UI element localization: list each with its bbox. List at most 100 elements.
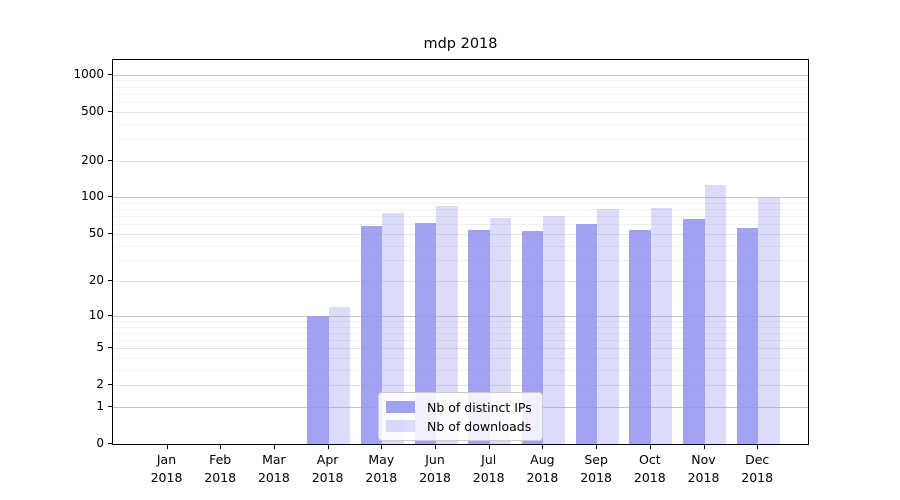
y-tick-mark — [108, 110, 112, 112]
minor-gridline — [113, 216, 808, 218]
minor-gridline — [113, 202, 808, 204]
bar-distinct-ips — [629, 229, 651, 444]
minor-gridline — [113, 123, 808, 125]
plot-area — [112, 59, 809, 445]
minor-gridline — [113, 357, 808, 359]
mid-gridline — [113, 160, 808, 162]
bar-downloads — [382, 212, 404, 444]
y-tick-label: 500 — [81, 103, 104, 118]
minor-gridline — [113, 369, 808, 371]
legend: Nb of distinct IPs Nb of downloads — [378, 392, 543, 441]
legend-item: Nb of downloads — [386, 418, 532, 434]
minor-gridline — [113, 102, 808, 103]
bar-downloads — [650, 207, 673, 444]
mid-gridline — [113, 233, 808, 235]
x-tick-mark — [542, 445, 544, 449]
x-tick-mark — [703, 445, 705, 449]
chart-title: mdp 2018 — [423, 36, 498, 52]
y-tick-mark — [108, 314, 112, 316]
x-tick-label: Mar 2018 — [257, 452, 290, 485]
y-tick-label: 1000 — [73, 66, 104, 81]
bar-distinct-ips — [736, 227, 759, 444]
x-tick-label: Jun 2018 — [419, 452, 451, 485]
minor-gridline — [113, 332, 808, 334]
y-tick-mark — [108, 159, 112, 161]
minor-gridline — [113, 245, 808, 247]
minor-gridline — [113, 224, 808, 226]
minor-gridline — [113, 93, 808, 95]
y-tick-mark — [108, 443, 112, 444]
y-tick-label: 0 — [96, 436, 104, 450]
minor-gridline — [113, 138, 808, 140]
legend-item: Nb of distinct IPs — [386, 399, 532, 415]
y-tick-mark — [108, 405, 112, 407]
minor-gridline — [113, 260, 808, 262]
bar-distinct-ips — [683, 218, 705, 444]
y-tick-label: 2 — [96, 377, 104, 392]
y-tick-mark — [108, 384, 112, 386]
y-tick-label: 1 — [96, 398, 104, 413]
bar-downloads — [597, 208, 619, 444]
bar-distinct-ips — [307, 315, 329, 444]
y-tick-label: 10 — [88, 307, 104, 322]
x-tick-label: Dec 2018 — [741, 452, 774, 485]
minor-gridline — [113, 320, 808, 322]
x-tick-label: Sep 2018 — [580, 452, 612, 485]
bar-distinct-ips — [575, 224, 598, 444]
legend-swatch-downloads — [386, 420, 415, 432]
y-tick-mark — [108, 347, 112, 349]
minor-gridline — [113, 80, 808, 82]
x-tick-label: Oct 2018 — [633, 452, 666, 485]
legend-label: Nb of downloads — [427, 418, 532, 434]
x-tick-mark — [381, 445, 383, 449]
major-gridline — [113, 197, 808, 199]
minor-gridline — [113, 339, 808, 341]
major-gridline — [113, 74, 808, 76]
x-tick-mark — [757, 445, 759, 449]
bar-downloads — [704, 184, 726, 444]
x-tick-mark — [273, 445, 275, 449]
y-tick-label: 20 — [88, 273, 104, 288]
x-tick-label: Jul 2018 — [472, 452, 505, 485]
mid-gridline — [113, 111, 808, 113]
bar-distinct-ips — [521, 230, 544, 444]
major-gridline — [113, 315, 808, 317]
x-tick-mark — [649, 445, 651, 449]
x-tick-mark — [166, 445, 168, 449]
mid-gridline — [113, 385, 808, 387]
x-tick-label: Aug 2018 — [526, 452, 559, 485]
y-tick-mark — [108, 232, 112, 234]
bar-distinct-ips — [414, 222, 436, 444]
x-tick-mark — [220, 445, 222, 449]
legend-swatch-distinct-ips — [386, 401, 415, 413]
y-tick-mark — [108, 196, 112, 198]
x-tick-label: May 2018 — [365, 452, 398, 485]
x-tick-mark — [488, 445, 490, 449]
y-tick-label: 100 — [81, 189, 104, 204]
mid-gridline — [113, 281, 808, 283]
minor-gridline — [113, 326, 808, 328]
bar-downloads — [436, 205, 458, 444]
bar-downloads — [328, 306, 351, 444]
y-tick-label: 200 — [81, 152, 104, 167]
bar-distinct-ips — [468, 229, 490, 444]
bar-downloads — [489, 217, 512, 444]
y-tick-mark — [108, 280, 112, 282]
bar-downloads — [543, 216, 565, 444]
y-tick-label: 50 — [88, 225, 104, 240]
x-tick-label: Jan 2018 — [150, 452, 183, 485]
y-tick-mark — [108, 73, 112, 75]
x-tick-mark — [435, 445, 436, 449]
x-tick-label: Nov 2018 — [687, 452, 720, 485]
y-tick-label: 5 — [96, 340, 104, 355]
legend-label: Nb of distinct IPs — [427, 399, 532, 415]
x-tick-mark — [596, 445, 598, 449]
mid-gridline — [113, 348, 808, 350]
x-tick-label: Apr 2018 — [311, 452, 344, 485]
bar-distinct-ips — [360, 226, 383, 444]
minor-gridline — [113, 209, 808, 211]
x-tick-label: Feb 2018 — [204, 452, 237, 485]
minor-gridline — [113, 86, 808, 88]
bar-downloads — [758, 198, 780, 444]
